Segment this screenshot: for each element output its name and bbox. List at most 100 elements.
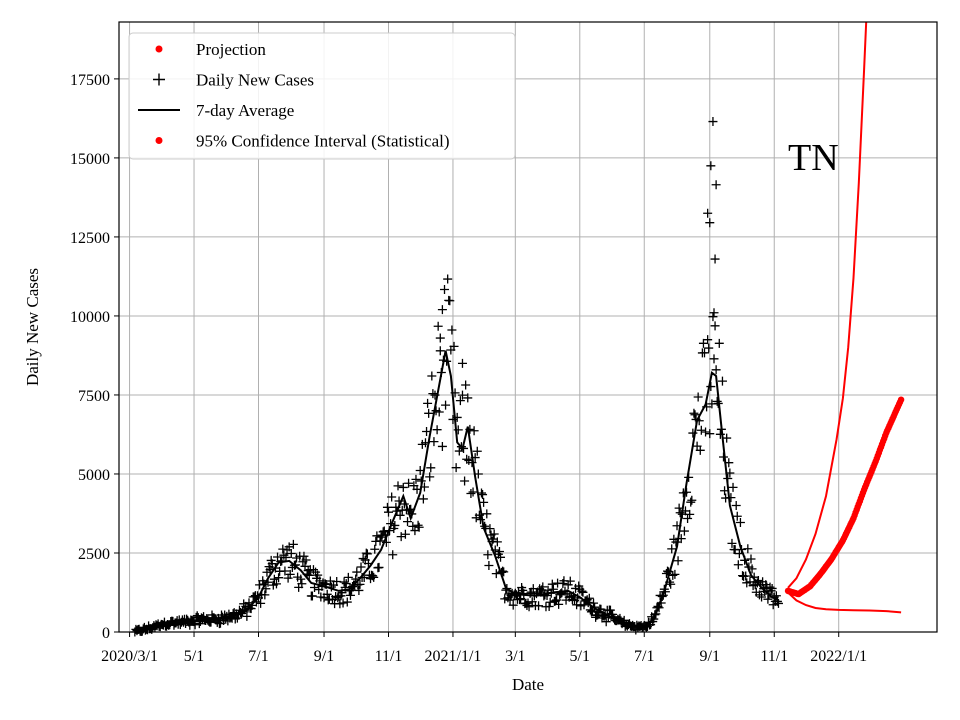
legend-item: Daily New Cases [153, 71, 314, 90]
daily-case-marker [704, 343, 714, 353]
daily-case-marker [398, 482, 408, 492]
daily-case-marker [685, 509, 695, 519]
daily-case-marker [352, 567, 362, 577]
legend-dot-marker [155, 137, 163, 144]
daily-case-marker [523, 598, 533, 608]
daily-case-marker [303, 566, 313, 576]
daily-case-marker [463, 393, 473, 403]
daily-case-marker [418, 494, 428, 504]
ci-upper-line [787, 22, 868, 589]
daily-case-marker [338, 598, 348, 608]
daily-case-marker [754, 590, 764, 600]
daily-case-marker [256, 598, 266, 608]
daily-case-marker [534, 601, 544, 611]
daily-case-marker [478, 490, 488, 500]
daily-case-marker [732, 511, 742, 521]
daily-case-marker [395, 510, 405, 520]
x-tick-label: 2022/1/1 [810, 648, 867, 665]
daily-case-marker [757, 592, 767, 602]
daily-case-marker [489, 529, 499, 539]
daily-case-marker [690, 410, 700, 420]
daily-case-peak-marker [708, 117, 718, 127]
y-tick-label: 15000 [70, 151, 110, 168]
legend-item: 95% Confidence Interval (Statistical) [155, 132, 450, 151]
daily-case-marker [671, 537, 681, 547]
daily-case-marker [482, 509, 492, 519]
daily-case-marker [584, 593, 594, 603]
daily-case-marker [374, 562, 384, 572]
daily-case-marker [432, 425, 442, 435]
daily-case-marker [273, 552, 283, 562]
daily-case-marker [433, 321, 443, 331]
daily-case-marker [460, 476, 470, 486]
daily-case-marker [404, 478, 414, 488]
daily-case-marker [554, 599, 564, 609]
daily-case-marker [565, 576, 575, 586]
daily-case-marker [403, 517, 413, 527]
legend-label: Daily New Cases [196, 71, 314, 90]
y-tick-label: 2500 [78, 546, 110, 563]
daily-case-marker [437, 441, 447, 451]
daily-case-marker [524, 602, 534, 612]
daily-case-marker [271, 579, 281, 589]
daily-case-marker [341, 579, 351, 589]
daily-case-marker [508, 600, 518, 610]
daily-case-marker [413, 520, 423, 530]
y-axis-ticks: 0 2500 5000 7500 10000 12500 15000 17500 [70, 72, 119, 642]
daily-case-marker [701, 427, 711, 437]
daily-case-marker [479, 497, 489, 507]
daily-case-peak-marker [711, 180, 721, 190]
daily-case-marker [356, 562, 366, 572]
daily-case-marker [689, 408, 699, 418]
plot-content [130, 22, 905, 637]
daily-case-marker [696, 425, 706, 435]
daily-case-marker [670, 569, 680, 579]
daily-case-marker [451, 463, 461, 473]
daily-case-marker [260, 590, 270, 600]
daily-case-marker [579, 600, 589, 610]
daily-case-marker [516, 594, 526, 604]
daily-case-peak-marker [435, 333, 445, 343]
daily-case-marker [345, 590, 355, 600]
daily-case-marker [354, 585, 364, 595]
daily-case-marker [296, 574, 306, 584]
daily-case-marker [505, 595, 515, 605]
y-tick-label: 17500 [70, 72, 110, 89]
daily-case-marker [457, 390, 467, 400]
daily-case-marker [698, 338, 708, 348]
daily-case-marker [673, 556, 683, 566]
x-tick-label: 5/1 [570, 648, 590, 665]
daily-case-marker [286, 549, 296, 559]
daily-case-marker [711, 365, 721, 375]
legend-dot-marker [155, 45, 163, 53]
daily-case-marker [383, 507, 393, 517]
daily-case-marker [375, 536, 385, 546]
daily-case-marker [279, 550, 289, 560]
y-tick-label: 10000 [70, 309, 110, 326]
x-tick-label: 2020/3/1 [101, 648, 158, 665]
daily-case-marker [703, 335, 713, 345]
daily-case-marker [728, 482, 738, 492]
daily-case-marker [469, 426, 479, 436]
x-tick-label: 9/1 [314, 648, 334, 665]
daily-case-marker [447, 325, 457, 335]
legend-label: 7-day Average [196, 101, 294, 120]
daily-case-marker [313, 570, 323, 580]
daily-case-marker [427, 371, 437, 381]
daily-case-marker [355, 579, 365, 589]
legend-label: Projection [196, 40, 266, 59]
daily-case-marker [301, 555, 311, 565]
daily-case-marker [369, 572, 379, 582]
daily-case-marker [297, 579, 307, 589]
daily-case-marker [434, 407, 444, 417]
y-axis-label: Daily New Cases [23, 268, 42, 386]
daily-case-marker [494, 546, 504, 556]
daily-case-marker [587, 606, 597, 616]
daily-case-marker [339, 577, 349, 587]
daily-case-marker [382, 502, 392, 512]
daily-case-marker [484, 561, 494, 571]
daily-case-peak-marker [457, 358, 467, 368]
legend-box [128, 32, 516, 160]
daily-case-marker [462, 454, 472, 464]
daily-case-marker [376, 532, 386, 542]
